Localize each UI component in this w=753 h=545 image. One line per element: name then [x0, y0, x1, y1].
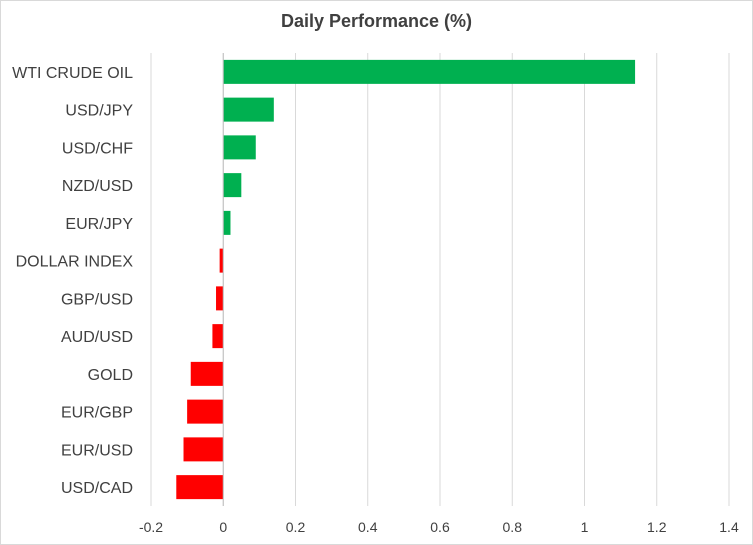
category-label: EUR/USD [61, 442, 133, 459]
x-tick-label: 0 [219, 519, 227, 535]
category-label: GBP/USD [61, 291, 133, 308]
bar-eur-usd [183, 437, 224, 462]
bar-gold [190, 361, 224, 386]
x-tick-label: 1.2 [647, 519, 667, 535]
x-tick-label: 0.4 [358, 519, 378, 535]
category-label: USD/CHF [62, 140, 133, 157]
chart-title: Daily Performance (%) [280, 11, 473, 31]
category-label: USD/CAD [61, 480, 133, 497]
x-tick-label: 0.8 [503, 519, 523, 535]
bar-dollar-index [219, 248, 224, 273]
bar-nzd-usd [223, 173, 242, 198]
category-label: USD/JPY [65, 103, 133, 120]
bar-aud-usd [212, 324, 224, 349]
x-tick-label: 0.2 [286, 519, 306, 535]
bar-eur-jpy [223, 210, 231, 235]
category-label: GOLD [88, 367, 133, 384]
category-label: DOLLAR INDEX [16, 254, 134, 271]
category-label: EUR/JPY [65, 216, 133, 233]
x-tick-label: 1 [581, 519, 589, 535]
bar-usd-cad [176, 475, 224, 500]
bar-wti-crude-oil [223, 59, 636, 84]
x-tick-label: 0.6 [430, 519, 450, 535]
bar-gbp-usd [216, 286, 224, 311]
x-tick-label: -0.2 [139, 519, 163, 535]
category-label: NZD/USD [62, 178, 133, 195]
category-label: EUR/GBP [61, 405, 133, 422]
category-label: AUD/USD [61, 329, 133, 346]
bar-eur-gbp [187, 399, 224, 424]
category-label: WTI CRUDE OIL [12, 65, 133, 82]
x-tick-label: 1.4 [719, 519, 739, 535]
bar-usd-jpy [223, 97, 274, 122]
bar-usd-chf [223, 135, 256, 160]
